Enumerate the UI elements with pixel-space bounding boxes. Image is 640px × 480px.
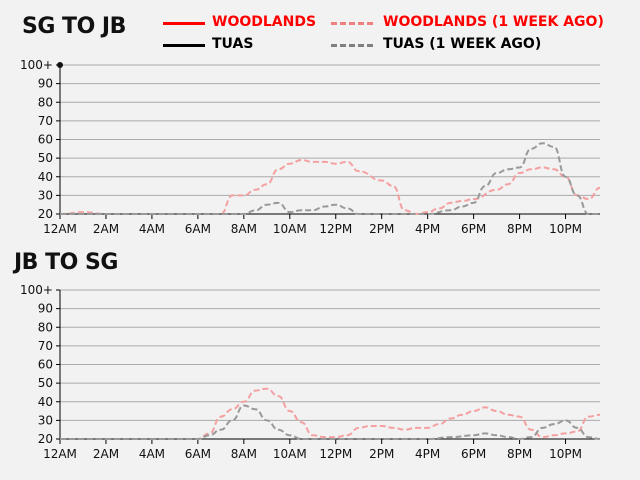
x-tick-label: 8AM	[231, 222, 257, 236]
series-line	[60, 387, 601, 440]
x-tick-label: 2AM	[93, 447, 119, 461]
y-tick-label: 30	[38, 188, 53, 202]
y-tick-label: 60	[38, 133, 53, 147]
x-tick-label: 10AM	[273, 222, 307, 236]
x-tick-label: 4AM	[139, 222, 165, 236]
x-tick-label: 6PM	[461, 447, 486, 461]
x-tick-label: 2PM	[369, 222, 394, 236]
y-tick-label: 60	[38, 358, 53, 372]
legend-swatch-woodlands	[163, 22, 205, 25]
x-tick-label: 12PM	[319, 447, 352, 461]
y-tick-label: 50	[38, 376, 53, 390]
y-tick-label: 100+	[20, 283, 53, 297]
legend-label-tuas: TUAS	[212, 36, 254, 52]
y-tick-label: 90	[38, 302, 53, 316]
x-tick-label: 12PM	[319, 222, 352, 236]
x-tick-label: 2AM	[93, 222, 119, 236]
series-line	[60, 142, 600, 215]
x-tick-label: 6PM	[461, 222, 486, 236]
chart-title-sg-to-jb: SG TO JB	[22, 14, 126, 39]
x-tick-label: 4PM	[415, 222, 440, 236]
x-tick-label: 10PM	[549, 447, 582, 461]
axis-marker-dot	[57, 62, 63, 68]
legend-label-tuas-1-week-ago: TUAS (1 WEEK AGO)	[383, 36, 542, 52]
y-tick-label: 30	[38, 413, 53, 427]
x-tick-label: 8AM	[231, 447, 257, 461]
y-tick-label: 40	[38, 170, 53, 184]
y-tick-label: 50	[38, 151, 53, 165]
x-tick-label: 8PM	[507, 447, 532, 461]
x-tick-label: 10AM	[273, 447, 307, 461]
y-tick-label: 80	[38, 320, 53, 334]
legend-swatch-tuas-1-week-ago	[331, 44, 373, 47]
x-tick-label: 8PM	[507, 222, 532, 236]
series-line	[60, 404, 601, 441]
x-tick-label: 6AM	[185, 447, 211, 461]
legend-swatch-tuas	[163, 44, 205, 47]
x-tick-label: 12AM	[43, 447, 77, 461]
x-tick-label: 4PM	[415, 447, 440, 461]
legend-label-woodlands: WOODLANDS	[212, 14, 317, 30]
y-tick-label: 20	[38, 432, 53, 446]
legend-swatch-woodlands-1-week-ago	[331, 22, 373, 25]
y-tick-label: 80	[38, 95, 53, 109]
chart-title-jb-to-sg: JB TO SG	[14, 250, 118, 275]
y-tick-label: 70	[38, 339, 53, 353]
y-tick-label: 40	[38, 395, 53, 409]
x-tick-label: 10PM	[549, 222, 582, 236]
x-tick-label: 2PM	[369, 447, 394, 461]
legend-label-woodlands-1-week-ago: WOODLANDS (1 WEEK AGO)	[383, 14, 604, 30]
y-tick-label: 70	[38, 114, 53, 128]
x-tick-label: 6AM	[185, 222, 211, 236]
x-tick-label: 4AM	[139, 447, 165, 461]
y-tick-label: 90	[38, 77, 53, 91]
x-tick-label: 12AM	[43, 222, 77, 236]
y-tick-label: 100+	[20, 58, 53, 72]
y-tick-label: 20	[38, 207, 53, 221]
